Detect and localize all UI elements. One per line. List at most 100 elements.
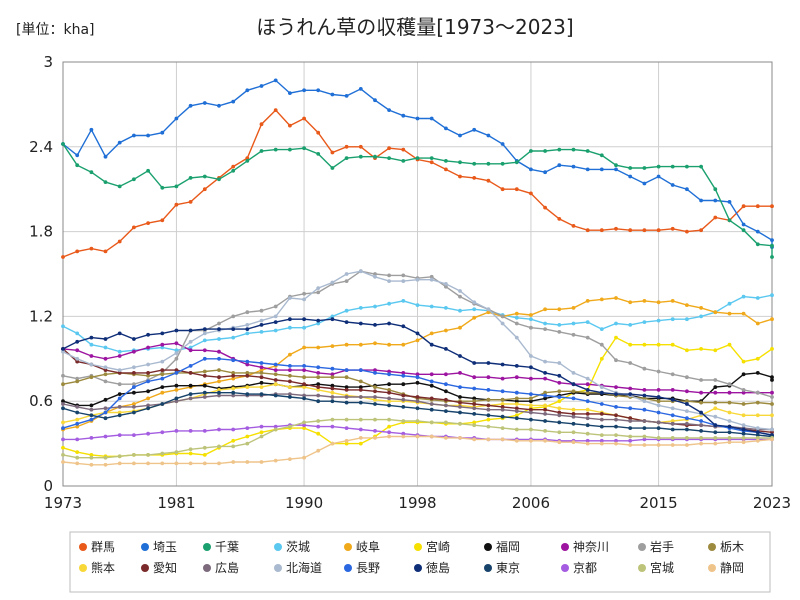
- data-point: [330, 92, 335, 97]
- data-point: [61, 382, 65, 387]
- data-point: [89, 246, 94, 251]
- data-point: [500, 407, 505, 412]
- x-tick-label: 1973: [44, 494, 82, 512]
- data-point: [373, 395, 377, 399]
- data-point: [585, 423, 590, 428]
- data-point: [316, 290, 321, 295]
- x-tick-label: 2006: [512, 494, 550, 512]
- data-point: [61, 399, 65, 404]
- data-point: [132, 371, 136, 375]
- data-point: [61, 142, 65, 146]
- data-point: [330, 417, 335, 422]
- data-point: [330, 424, 335, 429]
- data-point: [514, 396, 519, 401]
- data-point: [174, 348, 179, 353]
- x-tick-label: 1981: [157, 494, 195, 512]
- data-point: [755, 430, 760, 435]
- data-point: [202, 445, 207, 450]
- data-point: [358, 154, 363, 159]
- data-point: [273, 314, 278, 319]
- data-point: [89, 362, 94, 367]
- data-point: [585, 335, 590, 340]
- data-point: [458, 400, 462, 405]
- data-point: [89, 407, 94, 412]
- data-point: [755, 390, 760, 395]
- data-point: [472, 402, 477, 406]
- data-point: [302, 382, 306, 387]
- data-point: [429, 156, 434, 161]
- data-point: [288, 317, 292, 322]
- data-point: [685, 375, 689, 380]
- data-point: [259, 84, 264, 88]
- data-point: [444, 328, 448, 333]
- data-point: [103, 345, 108, 350]
- data-point: [160, 331, 165, 336]
- data-point: [614, 405, 618, 409]
- data-point: [529, 410, 533, 415]
- data-point: [770, 413, 774, 418]
- data-point: [401, 299, 406, 303]
- data-point: [670, 419, 675, 423]
- data-point: [358, 342, 363, 347]
- data-point: [160, 430, 165, 435]
- data-point: [316, 371, 321, 375]
- legend-item: 神奈川: [561, 540, 609, 554]
- data-point: [373, 341, 377, 346]
- data-point: [231, 438, 236, 443]
- data-point: [529, 365, 533, 370]
- data-point: [741, 436, 746, 440]
- data-point: [188, 328, 193, 333]
- data-point: [699, 306, 703, 310]
- data-point: [415, 434, 420, 439]
- data-point: [741, 204, 746, 209]
- data-point: [472, 307, 477, 312]
- data-point: [727, 301, 732, 306]
- data-point: [373, 98, 377, 103]
- data-point: [103, 337, 108, 341]
- data-point: [415, 372, 420, 377]
- data-point: [614, 424, 618, 429]
- unit-label: [単位：kha]: [16, 22, 94, 38]
- data-point: [628, 323, 633, 327]
- data-point: [713, 423, 718, 428]
- data-point: [472, 386, 477, 391]
- data-point: [699, 164, 703, 169]
- data-point: [330, 395, 335, 399]
- legend-box: [69, 531, 771, 593]
- data-point: [330, 390, 335, 395]
- data-point: [202, 331, 207, 336]
- data-point: [486, 307, 491, 312]
- data-point: [188, 371, 193, 375]
- plot-frame: [62, 61, 773, 487]
- data-point: [302, 297, 306, 302]
- data-point: [472, 423, 477, 428]
- data-point: [174, 328, 179, 333]
- data-point: [344, 426, 349, 430]
- data-point: [302, 368, 306, 372]
- data-point: [217, 368, 221, 372]
- data-point: [174, 351, 179, 355]
- data-point: [146, 133, 151, 138]
- data-point: [514, 438, 519, 443]
- data-point: [670, 413, 675, 418]
- data-point: [146, 431, 151, 436]
- x-tick-label: 1998: [398, 494, 436, 512]
- data-point: [642, 443, 647, 447]
- data-point: [557, 440, 562, 445]
- data-point: [670, 436, 675, 440]
- data-point: [458, 174, 462, 179]
- data-point: [259, 361, 264, 365]
- data-point: [231, 393, 236, 398]
- legend-label: 神奈川: [573, 540, 609, 554]
- data-point: [514, 413, 519, 418]
- data-point: [273, 320, 278, 324]
- data-point: [387, 301, 391, 306]
- data-point: [302, 345, 306, 350]
- data-point: [259, 368, 264, 372]
- data-point: [458, 308, 462, 313]
- legend-item: 栃木: [708, 540, 744, 554]
- data-point: [458, 160, 462, 165]
- data-point: [529, 354, 533, 358]
- legend-item: 徳島: [414, 560, 450, 575]
